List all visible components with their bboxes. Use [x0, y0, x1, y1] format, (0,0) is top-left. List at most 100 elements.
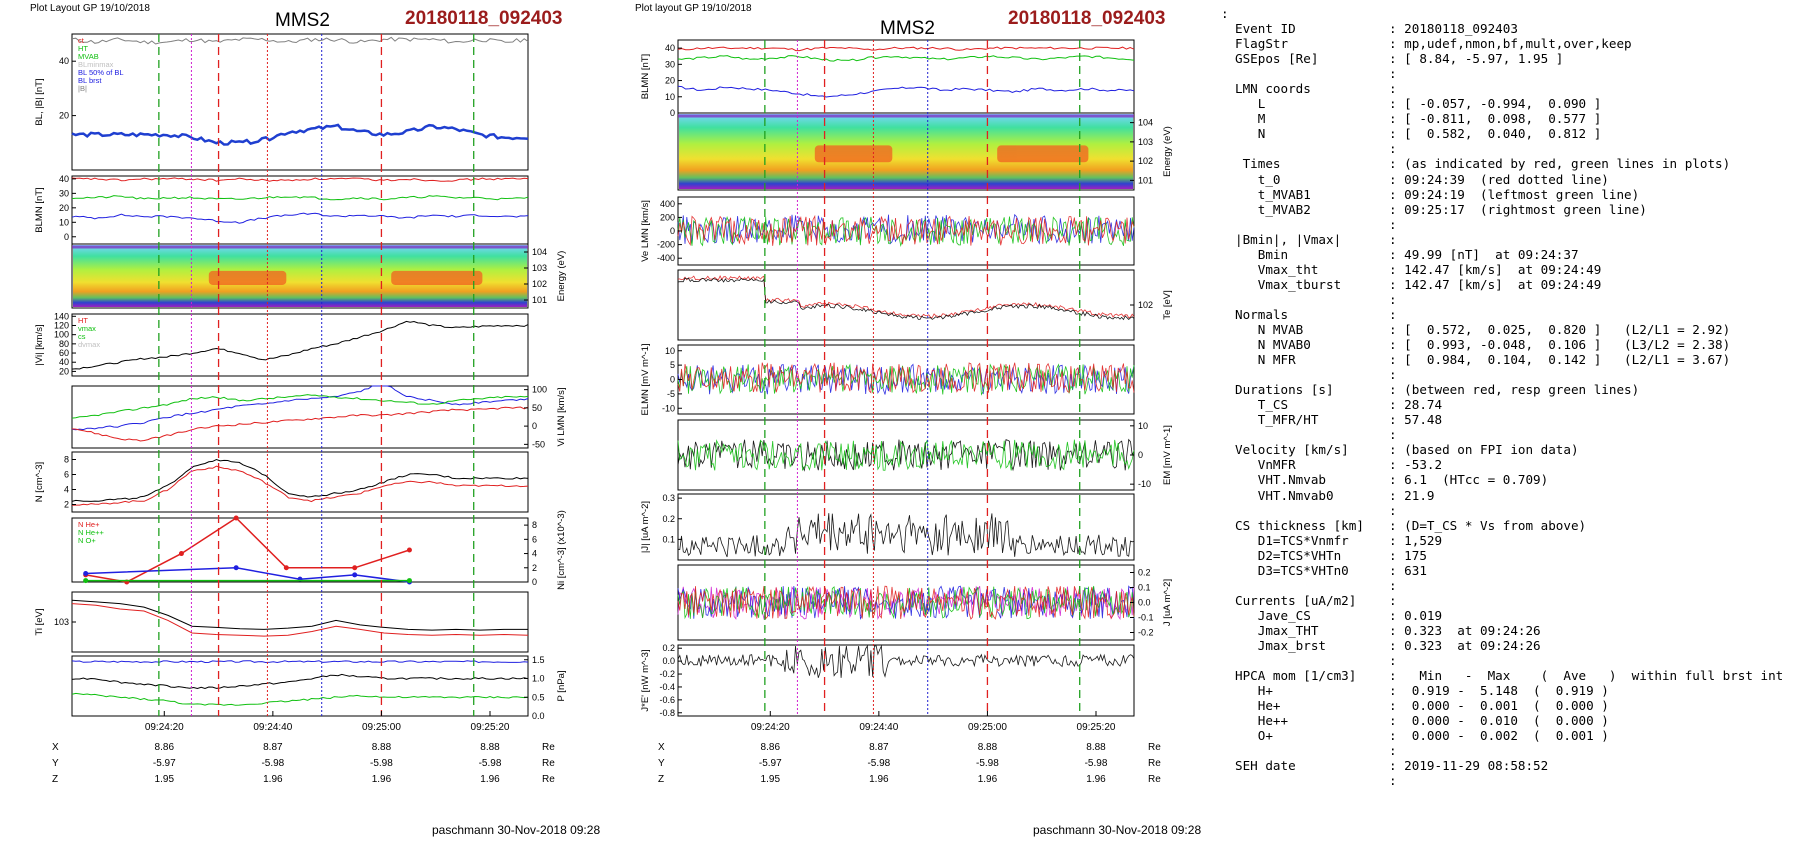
- info-value: : 0.000 - 0.001 ( 0.000 ): [1389, 698, 1609, 714]
- right-xtick-label: 09:25:00: [968, 722, 1007, 733]
- right-series-bm: [677, 55, 1135, 62]
- info-key: Jmax_brst: [1235, 637, 1326, 653]
- info-key: VHT.Nmvab0: [1235, 487, 1334, 503]
- right-ephem-value: -5.97: [759, 758, 782, 769]
- right-series-el: [677, 363, 1135, 395]
- left-ytick-label: 120: [54, 320, 69, 330]
- info-key: L: [1235, 96, 1266, 112]
- right-ytick-label: 0: [1138, 450, 1143, 460]
- info-leading-mark: :: [1221, 6, 1229, 21]
- right-ylabel: |J| [uA m^-2]: [640, 501, 651, 553]
- info-value: : 631: [1389, 562, 1427, 578]
- info-key: N MVAB0: [1235, 337, 1311, 353]
- right-spacecraft-title: MMS2: [880, 18, 935, 39]
- info-value: : 0.323 at 09:24:26: [1389, 637, 1541, 653]
- right-ephem-value: 1.96: [978, 774, 998, 785]
- info-value: :: [1389, 577, 1397, 593]
- info-key: LMN coords: [1235, 81, 1311, 97]
- right-ytick-label: 0: [670, 375, 675, 385]
- info-line: L : [ -0.057, -0.994, 0.090 ]: [1221, 96, 1801, 111]
- left-series-bl: [71, 177, 529, 182]
- info-key: GSEpos [Re]: [1235, 51, 1319, 67]
- left-ytick-label: 0: [64, 232, 69, 242]
- left-ylabel: Ti [eV]: [34, 608, 45, 635]
- left-ytick-label: 1.0: [532, 674, 545, 684]
- info-line: :: [1221, 141, 1801, 156]
- right-xtick-label: 09:25:20: [1077, 722, 1116, 733]
- right-ytick-label: 0.3: [662, 493, 675, 503]
- right-ytick-label: 103: [1138, 137, 1153, 147]
- info-value: : [ 0.582, 0.040, 0.812 ]: [1389, 126, 1602, 142]
- left-ytick-label: 20: [59, 203, 69, 213]
- left-series-ni: [71, 458, 529, 502]
- left-legend-entry: BL brst: [78, 76, 102, 85]
- info-key: Normals: [1235, 306, 1289, 322]
- info-key: SEH date: [1235, 758, 1296, 774]
- info-value: : (D=T_CS * Vs from above): [1389, 517, 1587, 533]
- right-ylabel: Ve LMN [km/s]: [640, 200, 651, 262]
- left-series-t-perp: [71, 599, 528, 631]
- right-ytick-label: 200: [660, 212, 675, 222]
- right-ytick-label: -0.2: [1138, 628, 1154, 638]
- left-ytick-label: 0: [532, 577, 537, 587]
- info-value: : 175: [1389, 547, 1427, 563]
- left-ephem-value: 1.96: [372, 774, 392, 785]
- right-ytick-label: 0: [670, 226, 675, 236]
- info-value: : 6.1 (HTcc = 0.709): [1389, 472, 1549, 488]
- left-ytick-label: 0: [532, 421, 537, 431]
- right-series--j-: [677, 513, 1135, 558]
- info-line: Jmax_brst : 0.323 at 09:24:26: [1221, 638, 1801, 653]
- info-line: Velocity [km/s]: (based on FPI ion data): [1221, 442, 1801, 457]
- info-value: :: [1389, 141, 1397, 157]
- left-subplot-2: 0 10 20 30 40 BLMN [nT]: [34, 174, 529, 245]
- left-subplot-frame: [71, 33, 529, 171]
- right-subplot-1: 0 10 20 30 40 BLMN [nT]: [640, 39, 1135, 118]
- info-value: : [ -0.057, -0.994, 0.090 ]: [1389, 96, 1602, 112]
- right-subplot-3: -400 -200 0 200 400 Ve LMN [km/s]: [640, 196, 1135, 266]
- info-key: T_CS: [1235, 397, 1289, 413]
- right-ytick-label: 10: [1138, 421, 1148, 431]
- info-key: Vmax_tburst: [1235, 276, 1342, 292]
- left-ytick-label: 101: [532, 295, 547, 305]
- left-series-vl: [71, 385, 529, 431]
- left-spectrogram-peak: [208, 270, 287, 285]
- right-event-id: 20180118_092403: [1008, 8, 1166, 29]
- left-ephem-value: 1.95: [155, 774, 175, 785]
- info-value: : 0.019: [1389, 607, 1443, 623]
- left-legend-entry: N He+: [78, 520, 100, 529]
- info-line: He++: 0.000 - 0.010 ( 0.000 ): [1221, 713, 1801, 728]
- info-line: Jmax_THT: 0.323 at 09:24:26: [1221, 623, 1801, 638]
- left-footer: paschmann 30-Nov-2018 09:28: [432, 823, 601, 837]
- right-subplot-frame: [677, 644, 1135, 717]
- info-value: : Min - Max ( Ave ) within full brst int: [1389, 668, 1784, 684]
- info-line: N: [ 0.582, 0.040, 0.812 ]: [1221, 126, 1801, 141]
- right-ytick-label: 0.2: [1138, 568, 1151, 578]
- left-ylabel: P [nPa]: [556, 671, 567, 702]
- left-ephem-unit: Re: [542, 774, 555, 785]
- left-ytick-label: 2: [64, 500, 69, 510]
- right-subplot-frame: [677, 344, 1135, 415]
- right-series-bl: [677, 46, 1135, 52]
- right-ytick-label: 0.0: [662, 656, 675, 666]
- right-subplot-9: -0.8 -0.6 -0.4 -0.2 0.0 0.2 J*E' [nW m^-3]: [640, 643, 1135, 718]
- left-subplot-9: 0.0 0.5 1.0 1.5 P [nPa]: [71, 655, 567, 721]
- info-line: FlagStr: mp,udef,nmon,bf,mult,over,keep: [1221, 36, 1801, 51]
- right-ylabel: BLMN [nT]: [640, 54, 651, 99]
- info-key: D3=TCS*VHTn0: [1235, 562, 1349, 578]
- info-line: N MVAB0: [ 0.993, -0.048, 0.106 ] (L3/L2…: [1221, 337, 1801, 352]
- left-data-point: [178, 551, 184, 557]
- info-value: : 2019-11-29 08:58:52: [1389, 758, 1549, 774]
- info-line: Durations [s]: (between red, resp green …: [1221, 382, 1801, 397]
- left-ytick-label: 40: [59, 174, 69, 184]
- right-subplot-5: -10 -5 0 5 10 ELMN [mV m^-1]: [640, 343, 1135, 416]
- info-value: : 20180118_092403: [1389, 21, 1518, 37]
- info-value: : 28.74: [1389, 397, 1443, 413]
- left-subplot-frame: [71, 175, 529, 245]
- left-ytick-label: 40: [59, 357, 69, 367]
- left-ephem-value: 8.88: [372, 742, 392, 753]
- left-series-vn: [71, 406, 529, 442]
- info-key: t_MVAB1: [1235, 186, 1311, 202]
- info-line: Bmin: 49.99 [nT] at 09:24:37: [1221, 247, 1801, 262]
- right-ylabel: EM [mV m^-1]: [1162, 425, 1173, 485]
- right-ylabel: J [uA m^-2]: [1162, 579, 1173, 626]
